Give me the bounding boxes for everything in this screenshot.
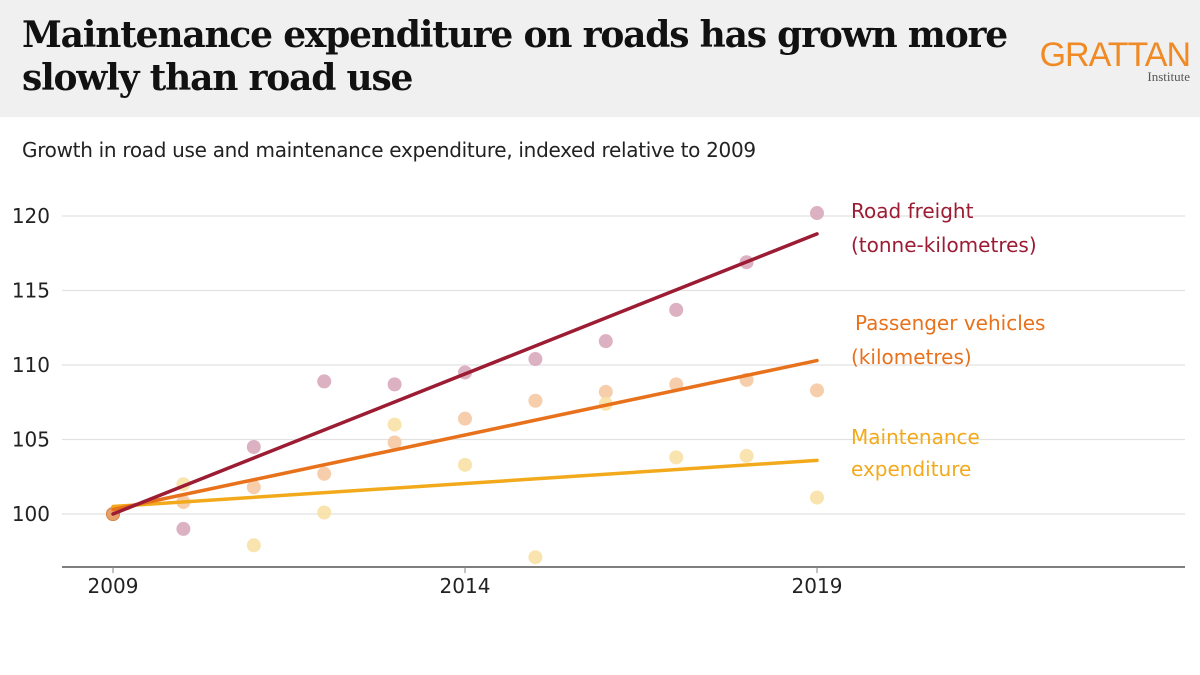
- data-point-passenger-vehicles-2012: [317, 466, 332, 481]
- data-point-passenger-vehicles-2014: [458, 411, 472, 426]
- data-point-passenger-vehicles-2013: [387, 435, 402, 450]
- trend-lines: [111, 232, 819, 516]
- chart-title: Maintenance expenditure on roads has gro…: [22, 14, 1008, 99]
- data-point-maintenance-expenditure-2017: [669, 450, 684, 465]
- data-point-passenger-vehicles-2015: [528, 393, 543, 408]
- series-label-road-freight-line1: Road freight: [851, 199, 974, 223]
- data-point-passenger-vehicles-2016: [598, 384, 613, 399]
- x-tick-label-2009: 2009: [88, 574, 139, 598]
- data-point-road-freight-2013: [387, 377, 402, 392]
- data-point-maintenance-expenditure-2011: [246, 538, 261, 553]
- series-label-road-freight-line2: (tonne-kilometres): [851, 233, 1037, 257]
- header-band: Maintenance expenditure on roads has gro…: [0, 0, 1200, 117]
- data-point-road-freight-2010: [176, 521, 191, 536]
- data-point-maintenance-expenditure-2014: [458, 457, 472, 472]
- x-tick-label-2019: 2019: [792, 574, 843, 598]
- chart-subtitle: Growth in road use and maintenance expen…: [22, 138, 756, 162]
- y-axis-tick-labels: 100 105 110 115 120: [12, 204, 50, 526]
- logo-wordmark: GRATTAN: [1039, 36, 1191, 74]
- data-point-passenger-vehicles-2019: [810, 383, 824, 398]
- y-tick-label-105: 105: [12, 428, 50, 452]
- data-point-road-freight-2011: [246, 439, 261, 454]
- data-point-maintenance-expenditure-2015: [528, 550, 543, 565]
- data-point-road-freight-2019: [810, 206, 824, 221]
- trend-line-passenger-vehicles: [111, 358, 819, 512]
- data-point-road-freight-2017: [669, 302, 684, 317]
- data-point-road-freight-2016: [598, 334, 613, 349]
- x-tick-label-2014: 2014: [440, 574, 491, 598]
- data-point-maintenance-expenditure-2013: [387, 417, 402, 432]
- trend-line-maintenance-expenditure: [111, 458, 819, 509]
- y-tick-label-115: 115: [12, 279, 50, 303]
- gridlines: [62, 215, 1185, 515]
- series-label-maintenance-expenditure-line1: Maintenance: [851, 425, 980, 449]
- data-point-road-freight-2012: [317, 374, 332, 389]
- data-points: [106, 206, 824, 565]
- y-tick-label-100: 100: [12, 502, 50, 526]
- trend-line-road-freight: [111, 232, 819, 516]
- y-tick-label-110: 110: [12, 353, 50, 377]
- data-point-road-freight-2015: [528, 352, 543, 367]
- data-point-maintenance-expenditure-2018: [739, 448, 754, 463]
- x-axis: 2009 2014 2019: [62, 566, 1185, 598]
- grattan-logo: GRATTAN Institute: [1039, 36, 1191, 84]
- series-label-maintenance-expenditure-line2: expenditure: [851, 457, 971, 481]
- data-point-maintenance-expenditure-2019: [810, 490, 824, 505]
- y-tick-label-120: 120: [12, 204, 50, 228]
- series-labels: Road freight (tonne-kilometres) Passenger …: [851, 199, 1045, 481]
- data-point-maintenance-expenditure-2012: [317, 505, 332, 520]
- series-label-passenger-vehicles-line1: Passenger vehicles: [855, 311, 1045, 335]
- logo-subtext: Institute: [1147, 69, 1190, 84]
- data-point-passenger-vehicles-2011: [246, 480, 261, 495]
- series-label-passenger-vehicles-line2: (kilometres): [851, 345, 972, 369]
